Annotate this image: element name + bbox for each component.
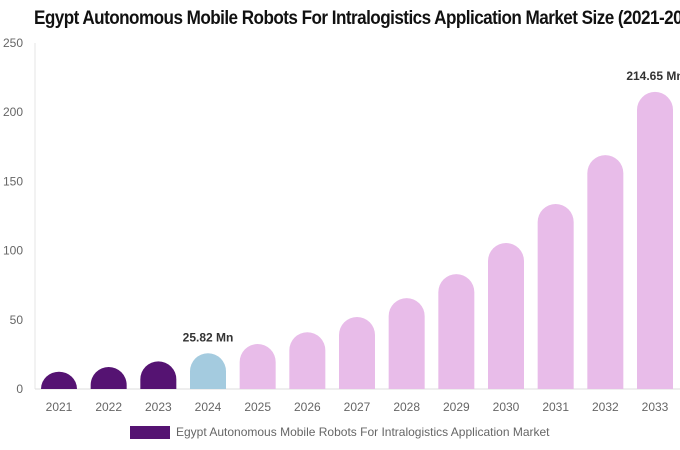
x-tick-label: 2031: [542, 400, 569, 414]
x-tick-label: 2021: [46, 400, 73, 414]
data-label-2024: 25.82 Mn: [183, 330, 234, 344]
bar-2032: [587, 155, 624, 389]
y-tick-label: 100: [3, 244, 23, 258]
x-tick-label: 2029: [443, 400, 470, 414]
legend-swatch: [130, 425, 170, 439]
x-tick-label: 2023: [145, 400, 172, 414]
bar-2029: [438, 274, 475, 389]
x-tick-label: 2026: [294, 400, 321, 414]
x-tick-label: 2022: [95, 400, 122, 414]
x-tick-label: 2028: [393, 400, 420, 414]
bar-2031: [537, 203, 574, 389]
bar-2021: [41, 371, 77, 389]
y-tick-label: 0: [16, 382, 23, 396]
x-tick-label: 2025: [244, 400, 271, 414]
data-label-2033: 214.65 Mn: [626, 69, 680, 83]
legend: Egypt Autonomous Mobile Robots For Intra…: [130, 425, 550, 439]
bar-2025: [239, 344, 276, 389]
y-tick-label: 150: [3, 174, 23, 188]
y-tick-label: 200: [3, 105, 23, 119]
bar-2028: [388, 298, 425, 389]
x-tick-label: 2024: [195, 400, 222, 414]
bar-2033: [637, 91, 673, 389]
y-tick-label: 250: [3, 36, 23, 50]
bar-2026: [289, 332, 326, 389]
x-tick-label: 2030: [493, 400, 520, 414]
chart-title: Egypt Autonomous Mobile Robots For Intra…: [34, 8, 680, 29]
x-tick-label: 2033: [642, 400, 669, 414]
bar-2024: [190, 353, 226, 389]
bar-2023: [140, 361, 177, 389]
x-tick-label: 2027: [344, 400, 371, 414]
bar-2030: [488, 242, 524, 389]
legend-label: Egypt Autonomous Mobile Robots For Intra…: [176, 425, 550, 439]
y-tick-label: 50: [10, 313, 24, 327]
x-tick-label: 2032: [592, 400, 619, 414]
bar-2022: [90, 366, 127, 389]
bar-2027: [339, 317, 375, 389]
